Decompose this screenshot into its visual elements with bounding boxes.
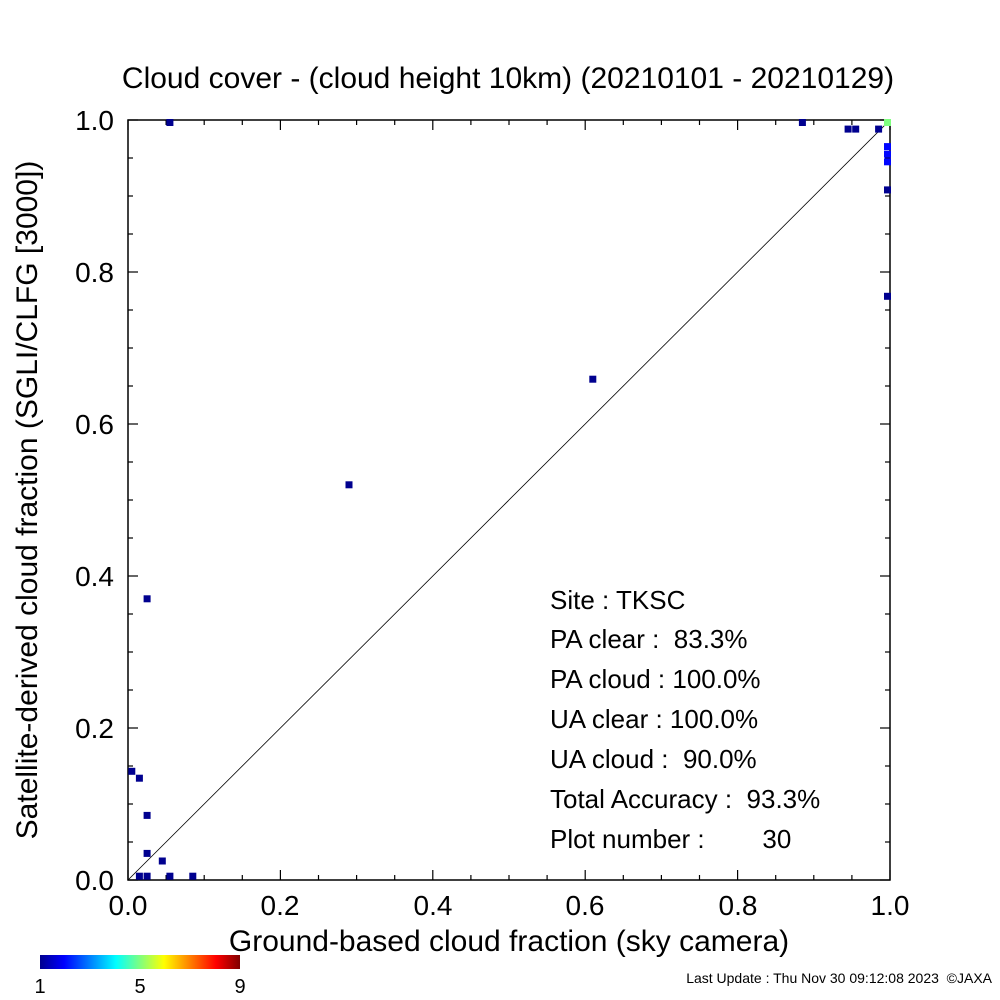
data-point [884,119,891,126]
data-point [128,767,136,775]
data-point [135,774,143,782]
y-axis-label: Satellite-derived cloud fraction (SGLI/C… [11,161,44,840]
stats-line: PA cloud : 100.0% [550,664,761,694]
data-point [135,872,143,880]
y-tick-label: 0.4 [75,561,114,592]
stats-line: Plot number : 30 [550,824,791,854]
stats-line: UA cloud : 90.0% [550,744,757,774]
data-point [158,857,166,865]
data-point [143,811,151,819]
footer-last-update: Last Update : Thu Nov 30 09:12:08 2023 ©… [686,970,992,986]
reference-line [127,119,891,881]
data-point [884,186,891,194]
axis-ticks [127,119,891,881]
stats-box: Site : TKSC PA clear : 83.3% PA cloud : … [550,585,820,854]
stats-line: UA clear : 100.0% [550,704,758,734]
data-point [852,125,860,133]
colorbar-min-label: 1 [34,976,45,998]
x-tick-labels: 0.0 0.2 0.4 0.6 0.8 1.0 [109,890,910,921]
x-axis-label: Ground-based cloud fraction (sky camera) [229,925,789,958]
chart-title: Cloud cover - (cloud height 10km) (20210… [122,62,894,95]
stats-line: Total Accuracy : 93.3% [550,784,820,814]
data-point [875,125,883,133]
y-tick-label: 0.6 [75,409,114,440]
stats-line: Site : TKSC [550,585,685,615]
data-point [143,849,151,857]
data-point [884,158,891,166]
colorbar-max-label: 9 [234,976,245,998]
stats-line: PA clear : 83.3% [550,624,748,654]
data-point [844,125,852,133]
data-point [143,595,151,603]
data-point [798,119,806,126]
y-tick-label: 0.8 [75,257,114,288]
x-tick-label: 0.8 [719,890,758,921]
y-tick-labels: 0.0 0.2 0.4 0.6 0.8 1.0 [75,105,114,896]
x-tick-label: 1.0 [871,890,910,921]
data-point [884,292,891,300]
data-point [143,872,151,880]
data-point [884,143,891,151]
colorbar-gradient [40,955,240,969]
data-point [589,375,597,383]
data-point [166,872,174,880]
colorbar-mid-label: 5 [134,976,145,998]
data-points [128,119,891,880]
x-tick-label: 0.4 [414,890,453,921]
data-point [189,872,197,880]
colorbar: 1 5 9 [34,955,246,998]
x-tick-label: 0.2 [261,890,300,921]
data-point [345,481,353,489]
data-point [166,119,174,126]
y-tick-label: 1.0 [75,105,114,136]
y-tick-label: 0.0 [75,865,114,896]
x-tick-label: 0.6 [566,890,605,921]
data-point [884,150,891,158]
y-tick-label: 0.2 [75,713,114,744]
x-tick-label: 0.0 [109,890,148,921]
